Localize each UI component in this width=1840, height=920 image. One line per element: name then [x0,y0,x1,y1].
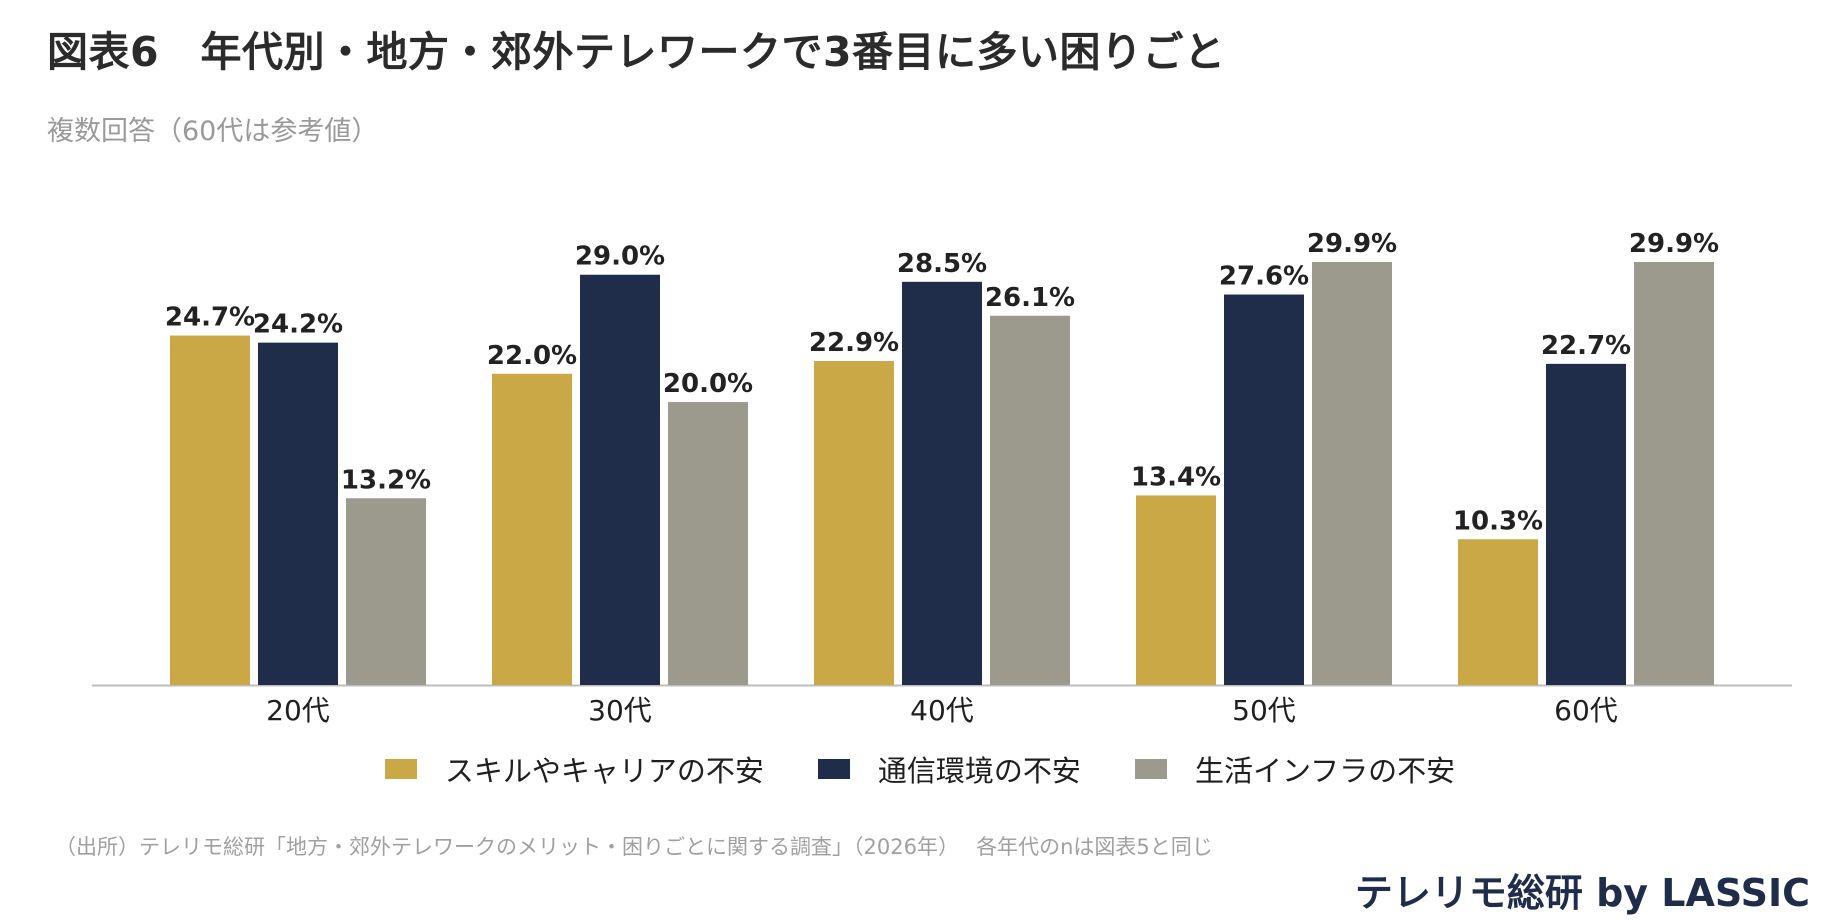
legend-label: スキルやキャリアの不安 [444,754,764,788]
data-label: 24.2% [253,310,343,340]
bar [1458,539,1538,685]
bar [1312,262,1392,685]
x-tick-label: 30代 [588,694,652,727]
data-label: 22.9% [809,328,899,358]
legend-item-skill-career: スキルやキャリアの不安 [384,748,764,790]
legend-swatch [817,759,850,779]
bar [346,498,426,685]
data-label: 26.1% [985,283,1075,313]
legend-label: 通信環境の不安 [877,754,1081,788]
data-label: 10.3% [1453,506,1543,536]
legend-swatch [384,759,417,779]
data-label: 24.7% [165,303,255,333]
bar-chart: 24.7%24.2% 13.2% 20代 22.0% 29.0% 20.0% 30代 22.9… [92,229,1792,727]
data-label: 27.6% [1219,262,1309,292]
bar [1136,495,1216,685]
data-label: 29.9% [1629,229,1719,259]
bar [1546,363,1626,685]
bar [990,315,1070,685]
data-label: 13.4% [1131,462,1221,492]
x-tick-label: 60代 [1554,694,1618,727]
bar [902,281,982,685]
bar [668,402,748,685]
data-label: 22.7% [1541,331,1631,361]
data-label: 29.0% [575,242,665,272]
bar [580,274,660,685]
chart-subtitle: 複数回答（60代は参考値） [47,116,379,147]
x-tick-label: 20代 [266,694,330,727]
x-tick-label: 50代 [1232,694,1296,727]
bar [1224,294,1304,685]
legend-label: 生活インフラの不安 [1194,754,1456,788]
data-label: 28.5% [897,249,987,279]
bar [492,373,572,685]
chart-title: 図表6 年代別・地方・郊外テレワークで3番目に多い困りごと [47,28,1226,76]
source-note: （出所）テレリモ総研「地方・郊外テレワークのメリット・困りごとに関する調査」（2… [55,835,1213,859]
bar [1634,262,1714,685]
legend-swatch [1134,759,1167,779]
legend: スキルやキャリアの不安 通信環境の不安 生活インフラの不安 [0,748,1840,790]
brand-logo-text: テレリモ総研 by LASSIC [1354,871,1810,915]
data-label: 20.0% [663,369,753,399]
bar [814,361,894,685]
legend-item-network: 通信環境の不安 [817,748,1081,790]
data-label: 13.2% [341,465,431,495]
legend-item-infrastructure: 生活インフラの不安 [1134,748,1456,790]
data-label: 29.9% [1307,229,1397,259]
bar [258,342,338,685]
x-tick-label: 40代 [910,694,974,727]
data-label: 22.0% [487,341,577,371]
bar [170,335,250,685]
